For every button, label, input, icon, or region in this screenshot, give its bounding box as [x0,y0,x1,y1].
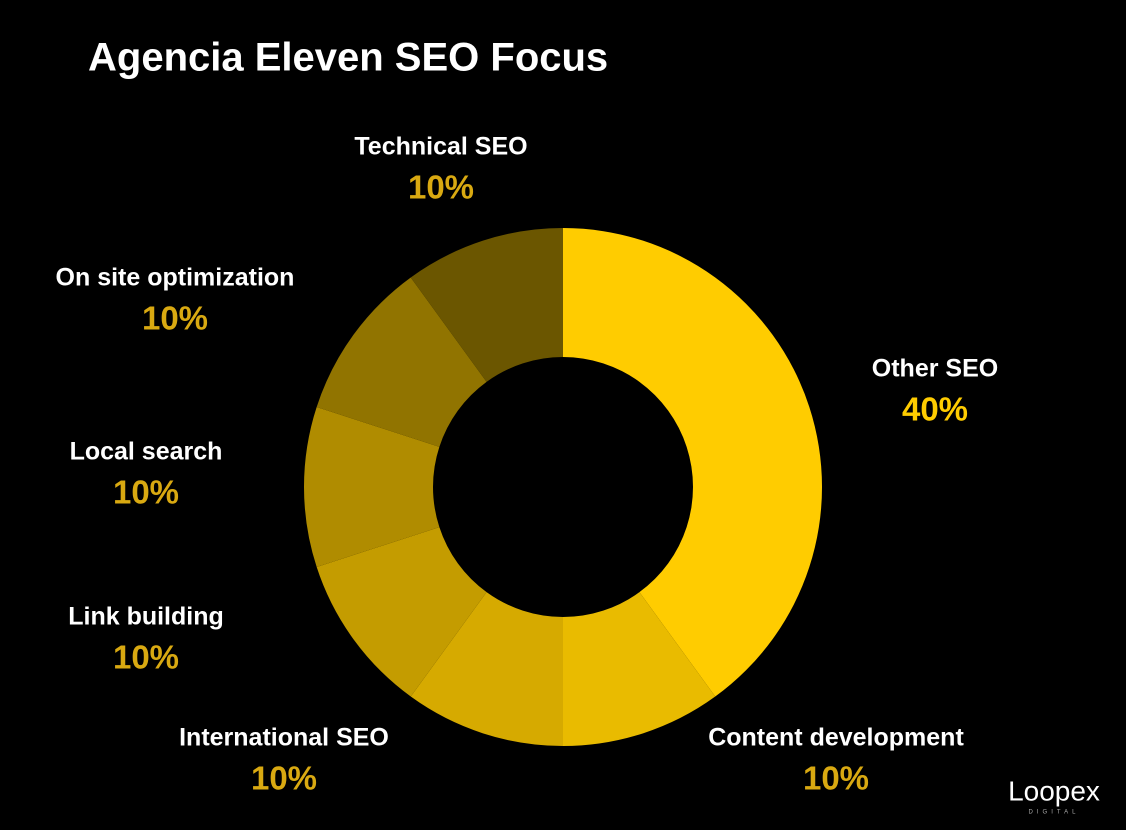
slice-value-label: 10% [113,474,179,511]
logo-tagline: DIGITAL [1029,810,1080,816]
slice-value-label: 10% [251,760,317,797]
slice-label: On site optimization [56,264,295,292]
donut-slice [316,277,487,447]
slice-label: Local search [70,438,223,466]
slice-label: Other SEO [872,355,998,383]
logo: Loopex [1008,775,1100,806]
slice-label: Link building [68,603,224,631]
slice-value-label: 10% [803,760,869,797]
donut-slice [563,228,822,697]
donut-slice [316,527,487,697]
slice-value-label: 10% [142,300,208,337]
donut-slice [563,592,716,746]
chart-title: Agencia Eleven SEO Focus [88,36,608,80]
slice-value-label: 40% [902,391,968,428]
slice-label: International SEO [179,724,389,752]
donut-slice [410,592,563,746]
slice-label: Technical SEO [354,133,527,161]
slice-value-label: 10% [408,169,474,206]
donut-slice [410,228,563,382]
slice-label: Content development [708,724,964,752]
slice-value-label: 10% [113,639,179,676]
donut-slice [304,406,440,568]
